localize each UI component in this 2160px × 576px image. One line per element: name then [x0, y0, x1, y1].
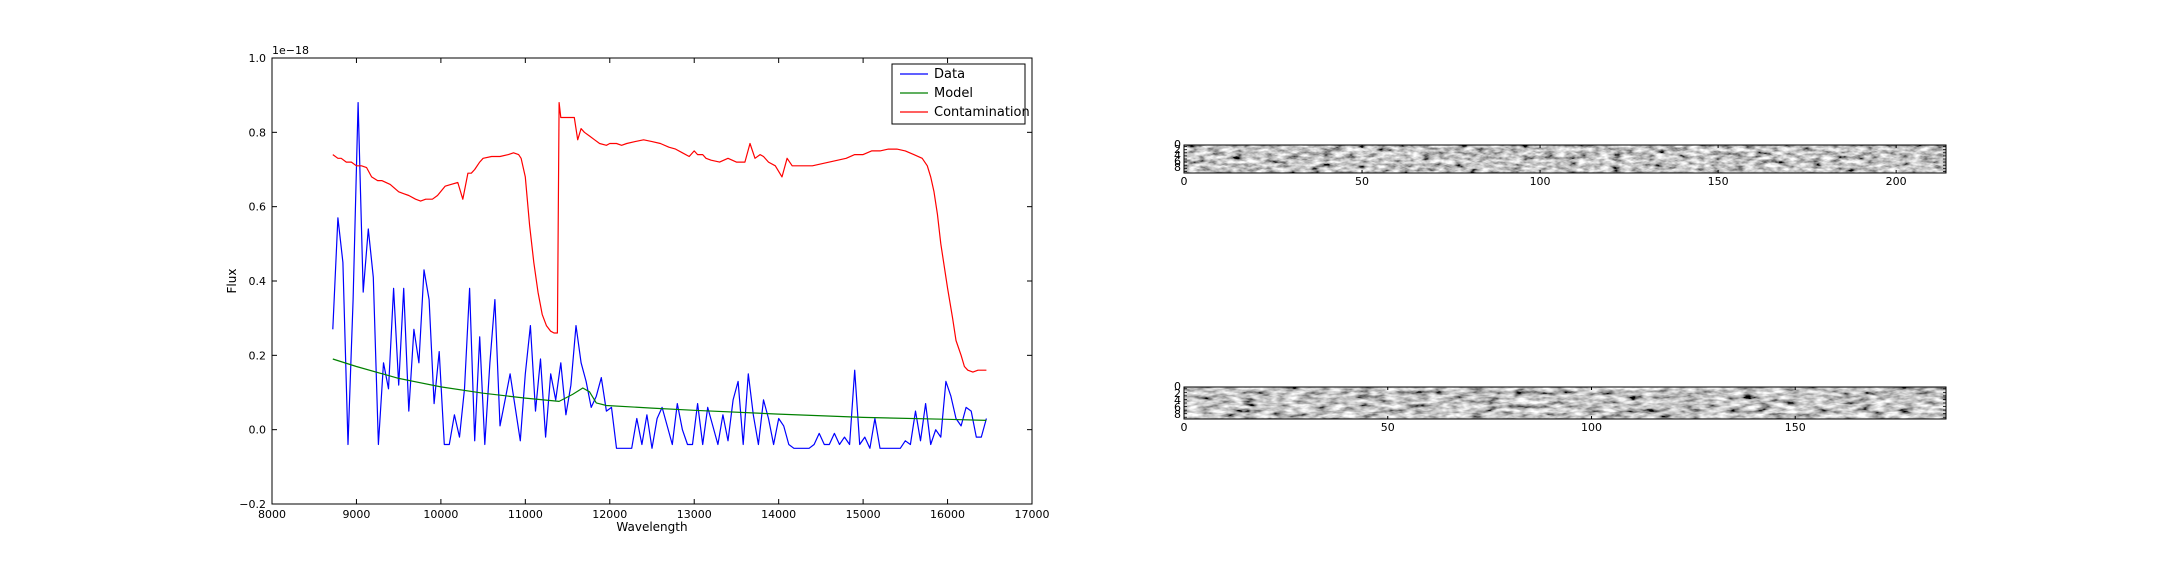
spectrum-ticks: 8000 9000 10000 11000 12000 13000 14000 15000 16… [239, 52, 1049, 521]
image-2-ytick-label: 2 [1174, 387, 1181, 400]
spectrum-series [332, 101, 987, 449]
x-tick-label: 11000 [508, 508, 543, 521]
image-x-tick-label: 50 [1381, 421, 1395, 434]
y-offset-text: 1e−18 [272, 44, 309, 57]
image-x-tick-label: 100 [1530, 175, 1551, 188]
image-2-ytick-label: 8 [1174, 408, 1181, 421]
image-x-tick-label: 150 [1708, 175, 1729, 188]
image-x-tick-label: 150 [1785, 421, 1806, 434]
legend: Data Model Contamination [891, 63, 1030, 125]
spectrum-2d-image-1 [1184, 145, 1946, 173]
image-x-tick-label: 0 [1181, 175, 1188, 188]
legend-label-contamination: Contamination [934, 105, 1030, 120]
image-panel-1: 0 50 100 150 200 0 2 4 6 8 [1174, 138, 1947, 188]
image-1-ytick-label: 2 [1174, 143, 1181, 156]
image-1-ytick-label: 6 [1174, 155, 1181, 168]
image-2-ytick-label: 4 [1174, 394, 1181, 407]
legend-label-model: Model [934, 86, 973, 101]
x-tick-label: 15000 [846, 508, 881, 521]
image-1-ytick-label: 0 [1174, 138, 1181, 151]
image-2-ticks: 0 50 100 150 [1181, 387, 1946, 434]
image-2-y-ticks: 0 2 4 6 8 [1174, 380, 1181, 421]
y-tick-label: 0.6 [249, 201, 267, 214]
y-tick-label: 0.8 [249, 126, 267, 139]
y-tick-label: 0.4 [249, 275, 267, 288]
y-tick-label: 0.0 [249, 424, 267, 437]
image-1-ticks: 0 50 100 150 200 [1181, 145, 1946, 188]
y-tick-label: −0.2 [239, 498, 266, 511]
image-x-tick-label: 50 [1355, 175, 1369, 188]
image-panel-2: 0 50 100 150 0 2 4 6 8 [1174, 380, 1947, 434]
image-1-ytick-label: 4 [1174, 149, 1181, 162]
series-line-contamination [332, 101, 987, 373]
series-line-data [332, 101, 987, 449]
image-1-ytick-label: 8 [1174, 161, 1181, 174]
x-tick-label: 12000 [592, 508, 627, 521]
y-tick-label: 0.2 [249, 349, 267, 362]
x-tick-label: 16000 [930, 508, 965, 521]
y-tick-label: 1.0 [249, 52, 267, 65]
image-x-tick-label: 200 [1886, 175, 1907, 188]
image-2-ytick-label: 6 [1174, 401, 1181, 414]
spectrum-axes-frame [271, 57, 1033, 505]
image-x-tick-label: 100 [1581, 421, 1602, 434]
x-tick-label: 13000 [677, 508, 712, 521]
image-x-tick-label: 0 [1181, 421, 1188, 434]
x-tick-label: 9000 [342, 508, 370, 521]
legend-label-data: Data [934, 67, 965, 82]
x-tick-label: 17000 [1015, 508, 1050, 521]
image-2-ytick-label: 0 [1174, 380, 1181, 393]
x-tick-label: 14000 [761, 508, 796, 521]
series-line-model [332, 358, 987, 421]
y-axis-title: Flux [225, 269, 239, 294]
x-tick-label: 10000 [423, 508, 458, 521]
x-axis-title: Wavelength [616, 520, 687, 534]
spectrum-plot: 1e−18 8000 9000 10000 11000 12000 13000 14000 1… [225, 44, 1050, 534]
image-1-y-ticks: 0 2 4 6 8 [1174, 138, 1181, 174]
x-tick-label: 8000 [258, 508, 286, 521]
spectrum-2d-image-2 [1184, 387, 1946, 419]
